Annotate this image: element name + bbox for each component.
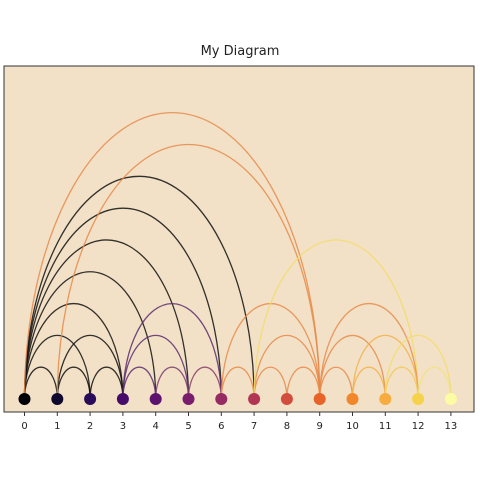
arcs-layer: [23, 112, 452, 400]
arc-12-13: [417, 366, 452, 400]
arc-7-12: [253, 239, 419, 400]
arc-11-12: [384, 366, 419, 400]
x-tick-label-2: 2: [87, 421, 93, 432]
arc-0-4: [23, 271, 157, 400]
arc-5-6: [187, 366, 222, 400]
node-13: [444, 393, 457, 405]
arc-10-11: [351, 366, 386, 400]
arc-4-5: [155, 366, 190, 400]
node-7: [248, 393, 261, 405]
node-3: [116, 393, 129, 405]
node-2: [84, 393, 97, 405]
x-tick-label-6: 6: [218, 421, 224, 432]
node-11: [379, 393, 392, 405]
x-axis: 0 1 2 3 4 5 6 7 8 9 10 11 12 13: [21, 412, 457, 432]
x-tick-label-9: 9: [317, 421, 323, 432]
x-tick-label-10: 10: [346, 421, 359, 432]
arc-0-7: [23, 175, 255, 400]
x-tick-label-11: 11: [379, 421, 392, 432]
node-12: [412, 393, 425, 405]
arc-7-9: [253, 334, 321, 400]
x-tick-label-5: 5: [185, 421, 191, 432]
node-1: [51, 393, 64, 405]
arc-7-8: [253, 366, 288, 400]
arc-9-11: [319, 334, 386, 400]
arc-0-1: [23, 366, 58, 400]
arc-9-12: [319, 302, 419, 400]
arc-9-10: [319, 366, 354, 400]
node-5: [182, 393, 195, 405]
arc-11-13: [384, 334, 452, 400]
x-tick-label-13: 13: [445, 421, 458, 432]
node-9: [313, 393, 326, 405]
node-4: [149, 393, 162, 405]
arc-1-2: [56, 366, 91, 400]
arc-0-6: [23, 207, 222, 400]
arc-3-4: [122, 366, 157, 400]
x-tick-label-8: 8: [284, 421, 290, 432]
arc-0-5: [23, 239, 190, 400]
arc-3-6: [122, 302, 222, 400]
arc-2-3: [89, 366, 124, 400]
node-8: [280, 393, 293, 405]
x-tick-label-7: 7: [251, 421, 257, 432]
arc-3-5: [122, 334, 190, 400]
arc-8-9: [286, 366, 321, 400]
x-tick-label-4: 4: [153, 421, 159, 432]
node-6: [215, 393, 228, 405]
arc-10-12: [351, 334, 419, 400]
arc-1-9: [56, 143, 321, 400]
x-tick-label-12: 12: [412, 421, 425, 432]
arc-6-7: [220, 366, 255, 400]
nodes-layer: [18, 393, 457, 405]
plot-area: [3, 65, 475, 413]
arc-1-3: [56, 334, 124, 400]
arc-0-2: [23, 334, 91, 400]
diagram-title: My Diagram: [200, 44, 280, 59]
arc-0-9: [23, 112, 321, 400]
x-tick-label-1: 1: [54, 421, 60, 432]
arc-0-3: [23, 302, 124, 400]
x-tick-label-0: 0: [21, 421, 27, 432]
node-0: [18, 393, 31, 405]
x-tick-label-3: 3: [120, 421, 126, 432]
node-10: [346, 393, 359, 405]
